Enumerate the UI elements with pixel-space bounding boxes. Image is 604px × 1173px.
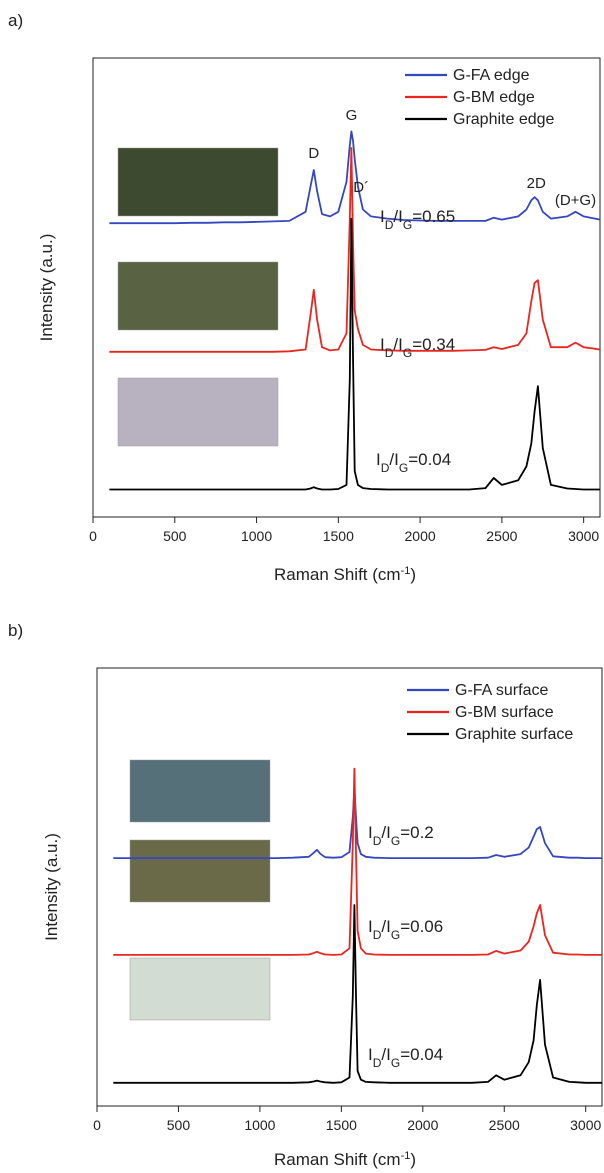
- ratio-label-part: /I: [381, 1045, 390, 1064]
- ratio-label-part: G: [391, 928, 400, 942]
- legend-label: G-FA edge: [453, 67, 530, 84]
- ratio-label-part: I: [368, 917, 373, 936]
- x-axis-label-part: Raman Shift (cm: [274, 565, 401, 584]
- ratio-label-part: G: [403, 218, 412, 232]
- micrograph-inset: [117, 377, 279, 447]
- peak-label: (D+G): [555, 192, 596, 209]
- micrograph-inset: [117, 147, 279, 217]
- panel-label: b): [8, 621, 23, 640]
- ratio-label-part: D: [373, 928, 382, 942]
- ratio-label-part: G: [391, 834, 400, 848]
- ratio-label-part: G: [391, 1056, 400, 1070]
- peak-label: D´: [353, 179, 369, 196]
- x-axis-label-part: Raman Shift (cm: [274, 1150, 401, 1169]
- ratio-label-part: /I: [393, 207, 402, 226]
- x-tick-label: 1000: [241, 528, 272, 544]
- ratio-label-part: =0.34: [412, 335, 455, 354]
- ratio-label-part: I: [368, 1045, 373, 1064]
- spectrum-line: [109, 130, 601, 225]
- ratio-label-part: =0.04: [408, 450, 451, 469]
- x-axis-label-part: -1: [401, 1150, 411, 1162]
- x-axis-label-part: ): [410, 1150, 416, 1169]
- spectrum-line: [109, 217, 600, 491]
- ratio-label: ID/IG=0.34: [380, 335, 455, 360]
- x-tick-label: 2500: [486, 528, 517, 544]
- panel-label: a): [8, 11, 23, 30]
- ratio-label-part: I: [380, 207, 385, 226]
- x-tick-label: 1500: [326, 1117, 357, 1133]
- ratio-label-part: /I: [393, 335, 402, 354]
- ratio-label-part: =0.2: [400, 823, 434, 842]
- peak-label: G: [346, 107, 358, 124]
- ratio-label-part: D: [381, 461, 390, 475]
- x-tick-label: 500: [167, 1117, 191, 1133]
- ratio-label: ID/IG=0.04: [368, 1045, 443, 1070]
- ratio-label-part: =0.65: [412, 207, 455, 226]
- ratio-label-part: /I: [389, 450, 398, 469]
- x-tick-label: 0: [93, 1117, 101, 1133]
- x-axis-label: Raman Shift (cm-1): [274, 565, 416, 584]
- plot-frame: [92, 57, 601, 518]
- ratio-label-part: =0.06: [400, 917, 443, 936]
- ratio-label-part: /I: [381, 823, 390, 842]
- x-axis-label: Raman Shift (cm-1): [274, 1150, 416, 1169]
- x-tick-label: 0: [89, 528, 97, 544]
- spectrum-line: [113, 904, 602, 1084]
- x-tick-label: 2500: [489, 1117, 520, 1133]
- legend-label: G-FA surface: [455, 682, 548, 699]
- y-axis-label: Intensity (a.u.): [42, 833, 61, 941]
- micrograph-inset: [129, 957, 271, 1021]
- ratio-label-part: I: [368, 823, 373, 842]
- x-tick-label: 500: [163, 528, 187, 544]
- x-tick-label: 2000: [405, 528, 436, 544]
- ratio-label-part: D: [385, 218, 394, 232]
- ratio-label-part: I: [380, 335, 385, 354]
- x-axis-label-part: ): [410, 565, 416, 584]
- x-tick-label: 3000: [568, 528, 599, 544]
- micrograph-inset: [117, 261, 279, 331]
- peak-label: D: [308, 145, 319, 162]
- ratio-label-part: G: [399, 461, 408, 475]
- legend-label: Graphite surface: [455, 726, 573, 743]
- x-tick-label: 2000: [407, 1117, 438, 1133]
- spectrum-line: [109, 147, 601, 353]
- spectrum-line: [113, 787, 602, 859]
- x-axis-label-part: -1: [401, 565, 411, 577]
- legend-label: G-BM surface: [455, 704, 554, 721]
- ratio-label-part: I: [376, 450, 381, 469]
- legend-label: Graphite edge: [453, 111, 555, 128]
- y-axis-label: Intensity (a.u.): [37, 234, 56, 342]
- ratio-label-part: D: [385, 346, 394, 360]
- micrograph-inset: [129, 839, 271, 903]
- peak-label: 2D: [527, 175, 546, 192]
- ratio-label-part: D: [373, 834, 382, 848]
- ratio-label: ID/IG=0.04: [376, 450, 451, 475]
- ratio-label-part: /I: [381, 917, 390, 936]
- x-tick-label: 1000: [244, 1117, 275, 1133]
- legend-label: G-BM edge: [453, 89, 535, 106]
- x-tick-label: 3000: [570, 1117, 601, 1133]
- plot-frame: [96, 667, 603, 1107]
- micrograph-inset: [129, 759, 271, 823]
- ratio-label: ID/IG=0.2: [368, 823, 434, 848]
- ratio-label-part: D: [373, 1056, 382, 1070]
- ratio-label-part: =0.04: [400, 1045, 443, 1064]
- ratio-label-part: G: [403, 346, 412, 360]
- ratio-label: ID/IG=0.65: [380, 207, 455, 232]
- spectrum-line: [113, 767, 602, 956]
- x-tick-label: 1500: [323, 528, 354, 544]
- ratio-label: ID/IG=0.06: [368, 917, 443, 942]
